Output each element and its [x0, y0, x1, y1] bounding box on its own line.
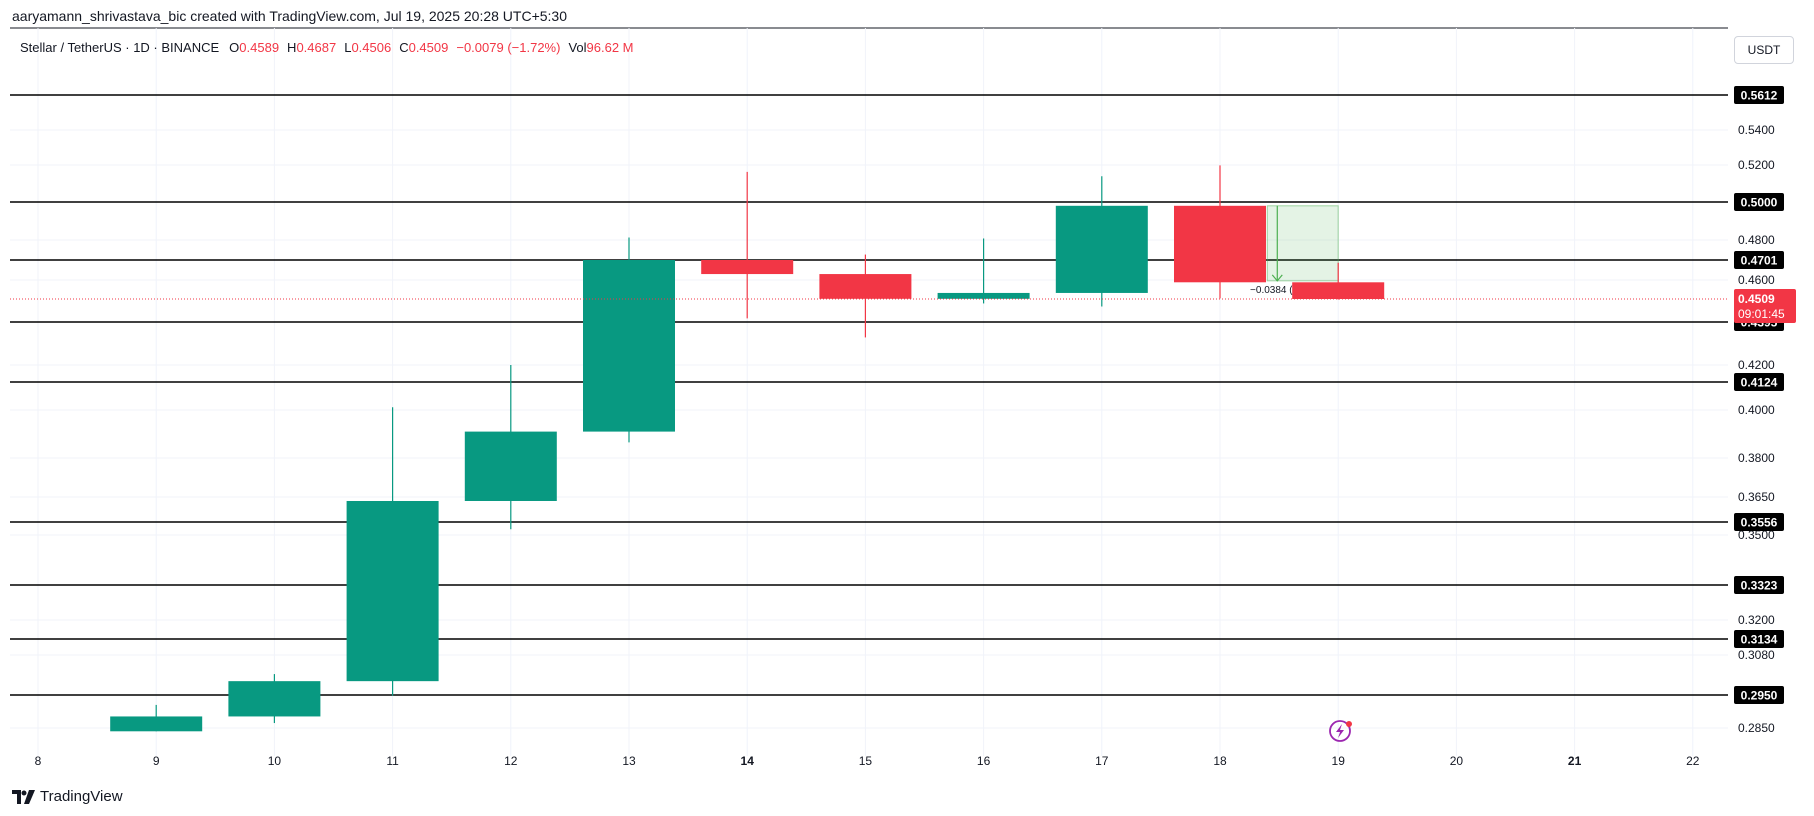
level-price-label: 0.3556 — [1741, 516, 1778, 530]
symbol-legend[interactable]: Stellar / TetherUS · 1D · BINANCE O0.4589… — [20, 40, 634, 55]
time-tick-label: 8 — [35, 754, 42, 768]
time-tick-label: 16 — [977, 754, 991, 768]
candle-body[interactable] — [228, 681, 321, 717]
high-value: 0.4687 — [296, 40, 337, 55]
volume-label: Vol — [568, 40, 587, 55]
level-price-badge[interactable] — [1734, 251, 1784, 269]
time-tick-label: 17 — [1095, 754, 1109, 768]
level-price-badge[interactable] — [1734, 86, 1784, 104]
price-tick-label: 0.5400 — [1738, 123, 1775, 137]
candle-body[interactable] — [937, 292, 1030, 299]
tradingview-logo-icon — [12, 789, 35, 804]
measure-range-box[interactable] — [1266, 205, 1339, 282]
candle-body[interactable] — [701, 260, 794, 275]
level-price-badge[interactable] — [1734, 686, 1784, 704]
candle-body[interactable] — [583, 260, 675, 432]
candle-body[interactable] — [346, 500, 439, 682]
level-price-badge[interactable] — [1734, 513, 1784, 531]
symbol-name: Stellar / TetherUS · 1D · BINANCE — [20, 40, 220, 55]
low-value: 0.4506 — [351, 40, 392, 55]
candle-body[interactable] — [819, 274, 912, 299]
price-tick-label: 0.3200 — [1738, 613, 1775, 627]
level-price-label: 0.3323 — [1741, 579, 1778, 593]
time-tick-label: 20 — [1450, 754, 1464, 768]
level-price-label: 0.5000 — [1741, 196, 1778, 210]
time-tick-label: 14 — [741, 754, 755, 768]
time-tick-label: 22 — [1686, 754, 1700, 768]
time-tick-label: 15 — [859, 754, 873, 768]
candle-body[interactable] — [1055, 205, 1148, 293]
level-price-badge[interactable] — [1734, 193, 1784, 211]
volume-value: 96.62 M — [586, 40, 634, 55]
price-tick-label: 0.4600 — [1738, 273, 1775, 287]
countdown-label: 09:01:45 — [1738, 307, 1785, 321]
price-tick-label: 0.4800 — [1738, 233, 1775, 247]
open-value: 0.4589 — [239, 40, 280, 55]
time-axis[interactable]: 8 9 10 11 12 13 14 15 16 17 18 19 20 21 22 — [35, 754, 1700, 768]
time-tick-label: 21 — [1568, 754, 1582, 768]
time-tick-label: 18 — [1213, 754, 1227, 768]
chart-credit: aaryamann_shrivastava_bic created with T… — [12, 8, 568, 24]
price-tick-label: 0.4200 — [1738, 358, 1775, 372]
time-tick-label: 19 — [1332, 754, 1346, 768]
candle-body[interactable] — [1174, 205, 1266, 283]
price-tick-label: 0.3500 — [1738, 528, 1775, 542]
level-price-badge[interactable] — [1734, 576, 1784, 594]
horizontal-levels[interactable] — [10, 94, 1728, 696]
candle-body[interactable] — [1292, 282, 1385, 299]
time-tick-label: 12 — [504, 754, 518, 768]
level-price-label: 0.5612 — [1741, 89, 1778, 103]
candles[interactable] — [110, 165, 1385, 732]
measure-arrow-head-icon — [1271, 274, 1283, 282]
high-label: H — [287, 40, 297, 55]
current-price-label: 0.4509 — [1738, 292, 1775, 306]
change-value: −0.0079 (−1.72%) — [456, 40, 561, 55]
price-tick-label: 0.2850 — [1738, 721, 1775, 735]
lightning-icon[interactable] — [1329, 720, 1352, 742]
time-tick-label: 9 — [153, 754, 160, 768]
level-price-label: 0.4124 — [1741, 376, 1778, 390]
candle-body[interactable] — [464, 431, 557, 501]
price-tick-label: 0.5200 — [1738, 158, 1775, 172]
candle-body[interactable] — [110, 716, 203, 732]
currency-button[interactable]: USDT — [1734, 36, 1794, 64]
grid-layer — [10, 28, 1728, 756]
price-tick-label: 0.3080 — [1738, 648, 1775, 662]
level-price-label: 0.3134 — [1741, 633, 1778, 647]
price-tick-label: 0.4000 — [1738, 403, 1775, 417]
price-tick-label: 0.3800 — [1738, 451, 1775, 465]
brand-name: TradingView — [40, 788, 123, 805]
level-price-label: 0.2950 — [1741, 689, 1778, 703]
level-price-badge[interactable] — [1734, 373, 1784, 391]
price-tick-label: 0.3650 — [1738, 490, 1775, 504]
open-label: O — [229, 40, 240, 55]
close-value: 0.4509 — [408, 40, 449, 55]
tradingview-brand[interactable]: TradingView — [12, 788, 123, 805]
level-price-label: 0.4701 — [1741, 254, 1778, 268]
time-tick-label: 13 — [622, 754, 636, 768]
time-tick-label: 11 — [386, 754, 399, 768]
price-axis[interactable]: 0.5400 0.5200 0.4800 0.4600 0.4200 0.4000 0.38… — [1734, 86, 1796, 735]
close-label: C — [399, 40, 409, 55]
level-price-badge[interactable] — [1734, 630, 1784, 648]
low-label: L — [344, 40, 352, 55]
current-price-badge[interactable] — [1734, 289, 1796, 323]
time-tick-label: 10 — [268, 754, 282, 768]
